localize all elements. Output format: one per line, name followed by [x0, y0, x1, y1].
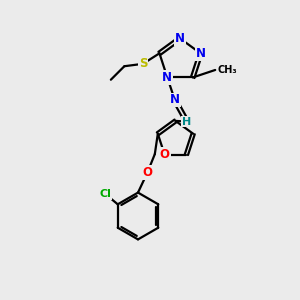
Text: H: H — [182, 117, 191, 127]
Text: N: N — [175, 32, 185, 45]
Text: N: N — [170, 94, 180, 106]
Text: S: S — [139, 57, 147, 70]
Text: O: O — [160, 148, 170, 161]
Text: Cl: Cl — [99, 189, 111, 199]
Text: N: N — [162, 71, 172, 84]
Text: O: O — [142, 166, 152, 179]
Text: CH₃: CH₃ — [218, 65, 237, 75]
Text: N: N — [196, 47, 206, 60]
